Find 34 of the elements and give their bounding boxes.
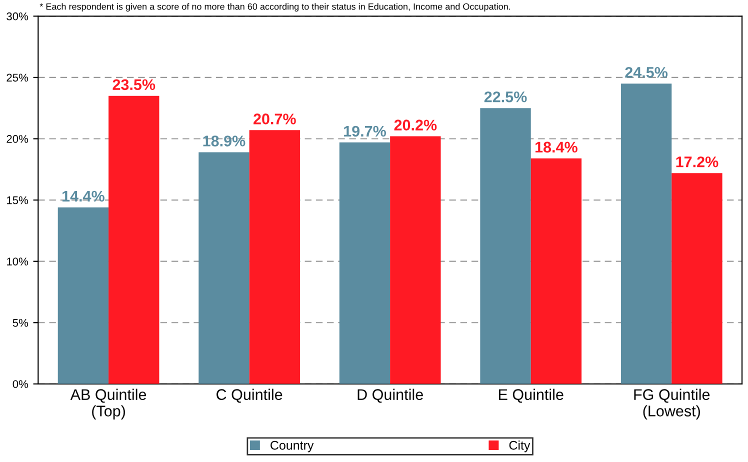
data-label: 24.5% [625,66,668,78]
bar [58,207,109,384]
data-label: 17.2% [676,156,718,168]
y-tick-label: 10% [7,258,28,266]
bar [672,173,722,384]
data-label: 18.4% [536,142,578,153]
legend-label: City [509,440,530,452]
x-tick-label: FG Quintile (Lowest) [634,388,710,420]
data-label: 22.5% [484,91,527,102]
bar [339,142,390,384]
y-tick-label: 0% [12,380,28,388]
y-tick-label: 25% [6,74,28,82]
y-tick-label: 30% [6,12,28,20]
data-label: 19.7% [344,126,386,137]
y-tick-label: 5% [12,318,28,327]
y-tick-label: 20% [6,135,28,143]
x-tick-label: E Quintile [498,388,564,403]
bar [530,158,582,384]
data-label: 20.2% [394,120,437,131]
data-label: 23.5% [112,79,156,90]
x-tick-label: C Quintile [216,388,282,403]
bar [249,130,300,384]
x-tick-label: D Quintile [358,388,423,403]
bar [620,84,672,384]
bar [390,136,441,384]
bar [480,108,531,384]
bar [198,152,250,384]
x-tick-label: AB Quintile (Top) [70,388,146,420]
data-label: 14.4% [62,190,104,202]
bar [108,96,160,384]
y-tick-label: 15% [7,196,28,204]
data-label: 20.7% [254,114,296,124]
legend-label: Country [270,440,314,452]
text: * Each respondent is given a score of no more than 60 according to their status in Education, Income and Occupation. [40,3,510,12]
